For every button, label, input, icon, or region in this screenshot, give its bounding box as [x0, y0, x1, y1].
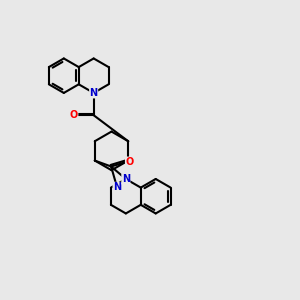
- Text: O: O: [125, 157, 134, 167]
- Text: N: N: [113, 182, 121, 192]
- Text: N: N: [90, 88, 98, 98]
- Text: O: O: [70, 110, 78, 120]
- Text: N: N: [122, 174, 130, 184]
